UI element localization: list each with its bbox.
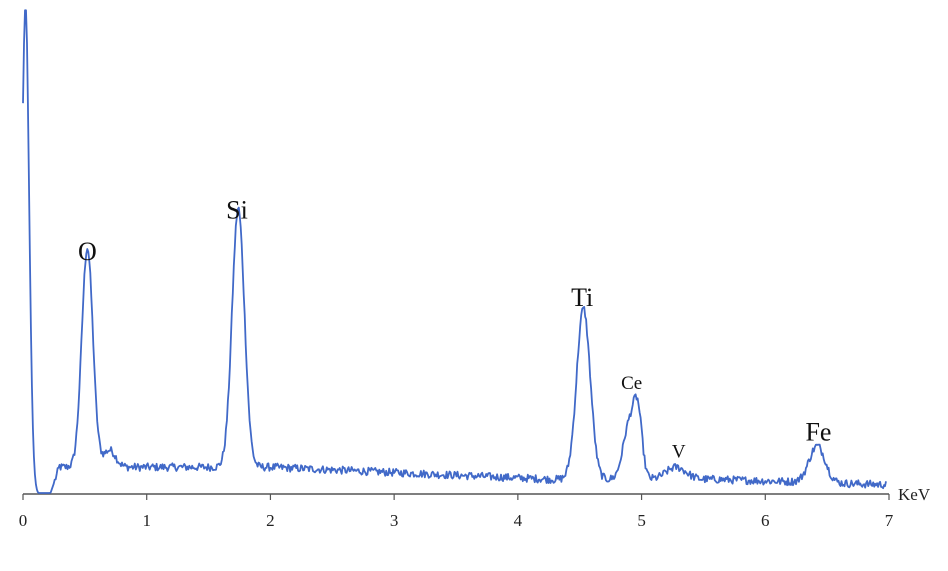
peak-annotations: O Si Ti Ce V Fe — [78, 195, 832, 462]
peak-label-si: Si — [226, 195, 248, 224]
x-axis-unit-label: KeV — [898, 485, 931, 504]
x-tick-label: 0 — [19, 511, 28, 530]
x-tick-label: 4 — [514, 511, 523, 530]
x-tick-label: 6 — [761, 511, 770, 530]
x-tick-label: 3 — [390, 511, 399, 530]
x-tick-label: 5 — [637, 511, 646, 530]
peak-label-fe: Fe — [805, 417, 831, 446]
x-tick-label: 2 — [266, 511, 275, 530]
peak-label-ce: Ce — [621, 373, 642, 394]
peak-label-v: V — [672, 441, 686, 462]
x-axis: 0 1 2 3 4 5 6 7 — [19, 493, 894, 530]
spectrum-line — [22, 9, 887, 494]
spectrum-series — [22, 9, 887, 494]
x-tick-label: 7 — [885, 511, 894, 530]
x-tick-label: 1 — [142, 511, 151, 530]
peak-label-ti: Ti — [571, 283, 593, 312]
peak-label-o: O — [78, 237, 97, 266]
